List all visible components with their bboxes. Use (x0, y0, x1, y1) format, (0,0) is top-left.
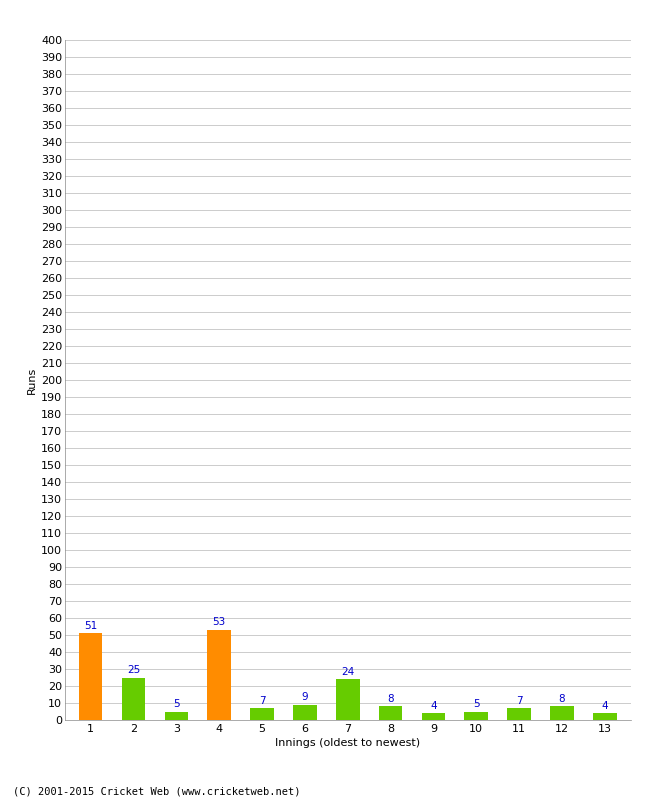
Bar (293, 705, 317, 720)
Bar (422, 714, 445, 720)
Bar (79, 634, 103, 720)
Text: 7: 7 (259, 695, 265, 706)
Text: 4: 4 (601, 701, 608, 710)
Y-axis label: Runs: Runs (27, 366, 37, 394)
Text: 4: 4 (430, 701, 437, 710)
Text: 9: 9 (302, 692, 308, 702)
Bar (164, 711, 188, 720)
Text: 5: 5 (473, 699, 480, 709)
Bar (336, 679, 359, 720)
Bar (379, 706, 402, 720)
Bar (465, 711, 488, 720)
Bar (207, 630, 231, 720)
Text: 8: 8 (558, 694, 566, 704)
Bar (550, 706, 574, 720)
X-axis label: Innings (oldest to newest): Innings (oldest to newest) (275, 738, 421, 748)
Text: 7: 7 (516, 695, 523, 706)
Bar (122, 678, 146, 720)
Bar (250, 708, 274, 720)
Text: 53: 53 (213, 618, 226, 627)
Bar (593, 714, 617, 720)
Text: 8: 8 (387, 694, 394, 704)
Text: (C) 2001-2015 Cricket Web (www.cricketweb.net): (C) 2001-2015 Cricket Web (www.cricketwe… (13, 786, 300, 796)
Text: 25: 25 (127, 665, 140, 675)
Text: 24: 24 (341, 666, 354, 677)
Text: 51: 51 (84, 621, 98, 630)
Text: 5: 5 (173, 699, 179, 709)
Bar (508, 708, 531, 720)
